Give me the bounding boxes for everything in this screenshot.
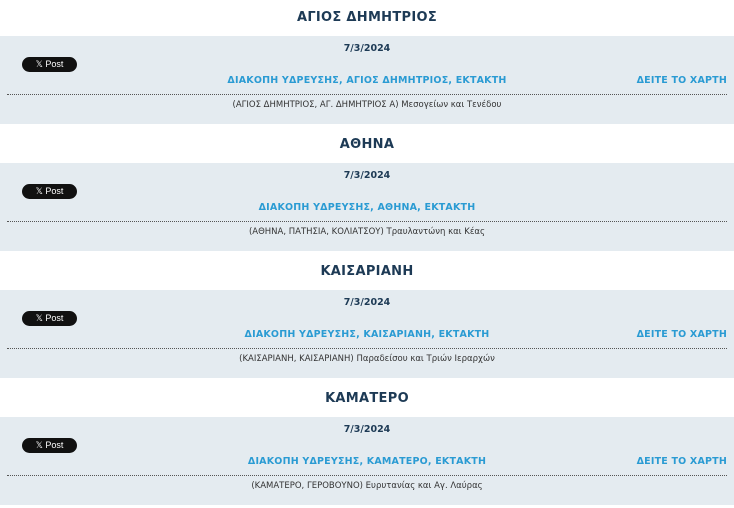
outage-date: 7/3/2024 [343, 43, 391, 54]
outage-card: 7/3/2024 𝕏 Post ΔΙΑΚΟΠΗ ΥΔΡΕΥΣΗΣ, ΚΑΙΣΑΡ… [0, 290, 734, 378]
outage-address: (ΚΑΜΑΤΕΡΟ, ΓΕΡΟΒΟΥΝΟ) Ευρυτανίας και Αγ.… [251, 481, 483, 491]
outage-title-link[interactable]: ΔΙΑΚΟΠΗ ΥΔΡΕΥΣΗΣ, ΚΑΜΑΤΕΡΟ, ΕΚΤΑΚΤΗ [247, 456, 487, 467]
see-map-link[interactable]: ΔΕΙΤΕ ΤΟ ΧΑΡΤΗ [636, 456, 727, 467]
outage-title-link[interactable]: ΔΙΑΚΟΠΗ ΥΔΡΕΥΣΗΣ, ΑΘΗΝΑ, ΕΚΤΑΚΤΗ [258, 202, 476, 213]
dotted-divider [7, 94, 727, 95]
outage-title-link[interactable]: ΔΙΑΚΟΠΗ ΥΔΡΕΥΣΗΣ, ΚΑΙΣΑΡΙΑΝΗ, ΕΚΤΑΚΤΗ [244, 329, 490, 340]
outage-title-link[interactable]: ΔΙΑΚΟΠΗ ΥΔΡΕΥΣΗΣ, ΑΓΙΟΣ ΔΗΜΗΤΡΙΟΣ, ΕΚΤΑΚ… [227, 75, 507, 86]
dotted-divider [7, 348, 727, 349]
area-heading: ΚΑΙΣΑΡΙΑΝΗ [320, 264, 414, 279]
x-post-button[interactable]: 𝕏 Post [22, 311, 77, 326]
outage-section: ΚΑΜΑΤΕΡΟ 7/3/2024 𝕏 Post ΔΙΑΚΟΠΗ ΥΔΡΕΥΣΗ… [0, 381, 734, 508]
outage-section: ΚΑΙΣΑΡΙΑΝΗ 7/3/2024 𝕏 Post ΔΙΑΚΟΠΗ ΥΔΡΕΥ… [0, 254, 734, 381]
x-post-button[interactable]: 𝕏 Post [22, 184, 77, 199]
outage-date: 7/3/2024 [343, 424, 391, 435]
outage-address: (ΚΑΙΣΑΡΙΑΝΗ, ΚΑΙΣΑΡΙΑΝΗ) Παραδείσου και … [239, 354, 495, 364]
x-post-button[interactable]: 𝕏 Post [22, 57, 77, 72]
outage-card: 7/3/2024 𝕏 Post ΔΙΑΚΟΠΗ ΥΔΡΕΥΣΗΣ, ΑΓΙΟΣ … [0, 36, 734, 124]
outage-section: ΑΘΗΝΑ 7/3/2024 𝕏 Post ΔΙΑΚΟΠΗ ΥΔΡΕΥΣΗΣ, … [0, 127, 734, 254]
outage-address: (ΑΘΗΝΑ, ΠΑΤΗΣΙΑ, ΚΟΛΙΑΤΣΟΥ) Τραυλαντώνη … [248, 227, 486, 237]
dotted-divider [7, 221, 727, 222]
see-map-link[interactable]: ΔΕΙΤΕ ΤΟ ΧΑΡΤΗ [636, 329, 727, 340]
outage-section: ΑΓΙΟΣ ΔΗΜΗΤΡΙΟΣ 7/3/2024 𝕏 Post ΔΙΑΚΟΠΗ … [0, 0, 734, 127]
area-heading: ΚΑΜΑΤΕΡΟ [325, 391, 409, 406]
area-heading: ΑΘΗΝΑ [339, 137, 395, 152]
outage-card: 7/3/2024 𝕏 Post ΔΙΑΚΟΠΗ ΥΔΡΕΥΣΗΣ, ΑΘΗΝΑ,… [0, 163, 734, 251]
dotted-divider [7, 475, 727, 476]
outage-date: 7/3/2024 [343, 297, 391, 308]
outage-card: 7/3/2024 𝕏 Post ΔΙΑΚΟΠΗ ΥΔΡΕΥΣΗΣ, ΚΑΜΑΤΕ… [0, 417, 734, 505]
area-heading: ΑΓΙΟΣ ΔΗΜΗΤΡΙΟΣ [296, 10, 438, 25]
outage-address: (ΑΓΙΟΣ ΔΗΜΗΤΡΙΟΣ, ΑΓ. ΔΗΜΗΤΡΙΟΣ Α) Μεσογ… [232, 100, 502, 110]
see-map-link[interactable]: ΔΕΙΤΕ ΤΟ ΧΑΡΤΗ [636, 75, 727, 86]
outage-date: 7/3/2024 [343, 170, 391, 181]
x-post-button[interactable]: 𝕏 Post [22, 438, 77, 453]
